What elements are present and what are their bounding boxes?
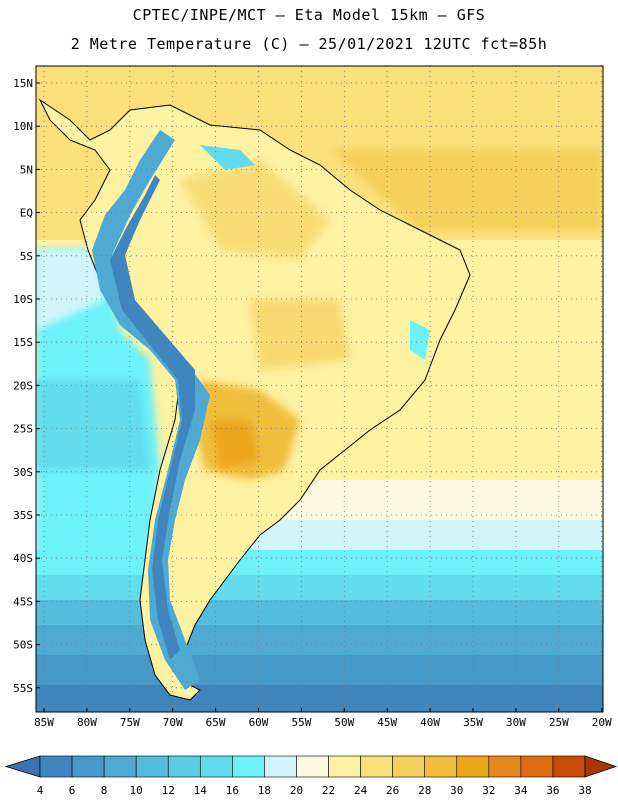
colorbar-segment bbox=[552, 755, 586, 778]
colorbar-segment bbox=[103, 755, 137, 778]
lat-label: 35S bbox=[13, 509, 33, 522]
lon-label: 50W bbox=[334, 716, 354, 729]
colorbar-label: 36 bbox=[546, 784, 559, 797]
colorbar-label: 24 bbox=[354, 784, 368, 797]
lon-label: 75W bbox=[120, 716, 140, 729]
colorbar-label: 38 bbox=[578, 784, 591, 797]
colorbar-segment bbox=[424, 755, 458, 778]
lat-label: 40S bbox=[13, 552, 33, 565]
colorbar-segment bbox=[360, 755, 393, 778]
colorbar-segment bbox=[167, 755, 201, 778]
colorbar-label: 4 bbox=[37, 784, 44, 797]
colorbar-label: 18 bbox=[258, 784, 271, 797]
lat-label: 5N bbox=[20, 163, 33, 176]
latitude-labels: 15N 10N 5N EQ 5S 10S 15S 20S 25S 30S 35S 40S 45S 50S 5… bbox=[13, 77, 40, 695]
colorbar-label: 34 bbox=[514, 784, 528, 797]
temperature-field bbox=[36, 66, 603, 712]
colorbar-segment bbox=[392, 755, 426, 778]
colorbar-segment bbox=[39, 755, 73, 778]
lon-label: 65W bbox=[206, 716, 226, 729]
longitude-labels: 85W 80W 75W 70W 65W 60W 55W 50W 45W 40W 35W 30W 25W 2… bbox=[34, 708, 612, 729]
lon-label: 20W bbox=[592, 716, 612, 729]
colorbar-label: 32 bbox=[482, 784, 495, 797]
colorbar-segment bbox=[199, 755, 233, 778]
colorbar-label: 8 bbox=[101, 784, 108, 797]
lat-label: 15S bbox=[13, 336, 33, 349]
colorbar-label: 14 bbox=[194, 784, 208, 797]
lat-label: 45S bbox=[13, 595, 33, 608]
lat-label: 10N bbox=[13, 120, 33, 133]
colorbar-segment bbox=[520, 755, 554, 778]
map-frame bbox=[35, 65, 604, 713]
lon-label: 55W bbox=[291, 716, 311, 729]
colorbar-segment bbox=[456, 755, 490, 778]
colorbar-segment bbox=[135, 755, 169, 778]
colorbar-label: 26 bbox=[386, 784, 399, 797]
colorbar-segment bbox=[71, 755, 105, 778]
lat-label: 55S bbox=[13, 682, 33, 695]
colorbar-label: 22 bbox=[322, 784, 335, 797]
lat-label: EQ bbox=[20, 207, 33, 220]
colorbar-label: 12 bbox=[162, 784, 175, 797]
lat-label: 30S bbox=[13, 466, 33, 479]
colorbar-label: 6 bbox=[69, 784, 76, 797]
lat-label: 50S bbox=[13, 639, 33, 652]
colorbar-label: 16 bbox=[226, 784, 239, 797]
lon-label: 40W bbox=[420, 716, 440, 729]
lat-label: 25S bbox=[13, 423, 33, 436]
lat-label: 20S bbox=[13, 379, 33, 392]
lon-label: 35W bbox=[463, 716, 483, 729]
colorbar-segment bbox=[296, 755, 329, 778]
colorbar-label: 30 bbox=[450, 784, 463, 797]
colorbar-segment bbox=[488, 755, 522, 778]
lat-label: 10S bbox=[13, 293, 33, 306]
lat-label: 15N bbox=[13, 77, 33, 90]
lon-label: 85W bbox=[34, 716, 54, 729]
colorbar-segment bbox=[264, 755, 297, 778]
lon-label: 70W bbox=[163, 716, 183, 729]
colorbar-label: 20 bbox=[290, 784, 303, 797]
colorbar-under-arrow bbox=[4, 755, 41, 778]
map-subtitle: 2 Metre Temperature (C) – 25/01/2021 12U… bbox=[70, 35, 548, 53]
lon-label: 80W bbox=[77, 716, 97, 729]
map-title: CPTEC/INPE/MCT – Eta Model 15km – GFS bbox=[132, 6, 486, 24]
colorbar-segment bbox=[232, 755, 265, 778]
lon-label: 25W bbox=[549, 716, 569, 729]
lon-label: 30W bbox=[506, 716, 526, 729]
colorbar-over-arrow bbox=[584, 755, 618, 778]
lon-label: 45W bbox=[377, 716, 397, 729]
colorbar-segment bbox=[328, 755, 361, 778]
colorbar-label: 10 bbox=[130, 784, 143, 797]
lon-label: 60W bbox=[249, 716, 269, 729]
colorbar-label: 28 bbox=[418, 784, 431, 797]
lat-label: 5S bbox=[20, 250, 33, 263]
temperature-colorbar: 4 6 8 10 12 14 16 18 20 22 24 26 28 30 32 34 36 38 bbox=[4, 755, 618, 797]
